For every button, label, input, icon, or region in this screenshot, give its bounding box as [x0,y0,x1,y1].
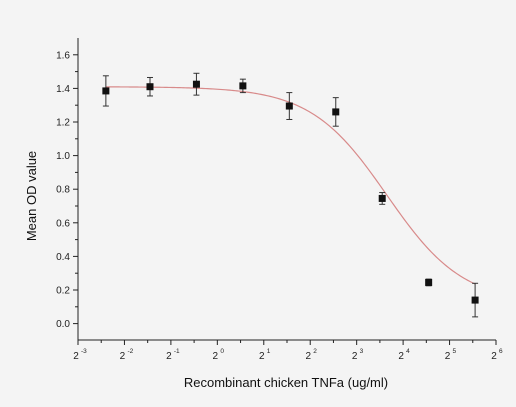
x-tick-base: 2 [213,351,219,362]
x-tick-base: 2 [398,351,404,362]
x-tick-exponent: 2 [313,348,317,355]
data-point [192,80,200,88]
y-tick-label: 0.8 [56,185,70,196]
x-tick-label: 2 -1 [166,348,180,362]
x-tick-exponent: 5 [453,348,457,355]
x-tick-exponent: 1 [267,348,271,355]
x-tick-base: 2 [166,351,172,362]
x-tick-base: 2 [305,351,311,362]
x-tick-exponent: -1 [174,348,180,355]
x-tick-exponent: -3 [81,348,87,355]
data-point [425,278,433,286]
data-point [378,194,386,202]
data-point [285,102,293,110]
axes: 0.00.20.40.60.81.01.21.41.62 -3 2 -2 2 -1 2 0 2 1… [56,38,503,362]
fit-curve-line [105,86,476,285]
x-tick-base: 2 [120,351,126,362]
x-tick-base: 2 [491,351,497,362]
data-point [239,82,247,90]
x-tick-exponent: 4 [406,348,410,355]
y-tick-label: 0.4 [56,252,70,263]
fit-curve-group [105,86,476,285]
x-tick-base: 2 [445,351,451,362]
y-tick-label: 0.6 [56,218,70,229]
y-tick-label: 0.2 [56,286,70,297]
data-point [102,87,110,95]
x-tick-label: 2 -3 [73,348,87,362]
x-tick-base: 2 [259,351,265,362]
y-tick-label: 1.4 [56,84,70,95]
x-tick-label: 2 -2 [120,348,134,362]
y-tick-label: 1.6 [56,50,70,61]
x-tick-exponent: 3 [360,348,364,355]
y-tick-label: 1.0 [56,151,70,162]
data-point [332,108,340,116]
data-point [471,296,479,304]
data-points-group [102,72,479,318]
x-axis-title: Recombinant chicken TNFa (ug/ml) [184,375,388,390]
x-tick-exponent: -2 [127,348,133,355]
x-tick-exponent: 0 [220,348,224,355]
x-tick-base: 2 [73,351,79,362]
y-tick-label: 1.2 [56,118,70,129]
y-axis-title: Mean OD value [24,151,39,241]
data-point [146,83,154,91]
y-tick-label: 0.0 [56,319,70,330]
x-tick-base: 2 [352,351,358,362]
x-tick-exponent: 6 [499,348,503,355]
